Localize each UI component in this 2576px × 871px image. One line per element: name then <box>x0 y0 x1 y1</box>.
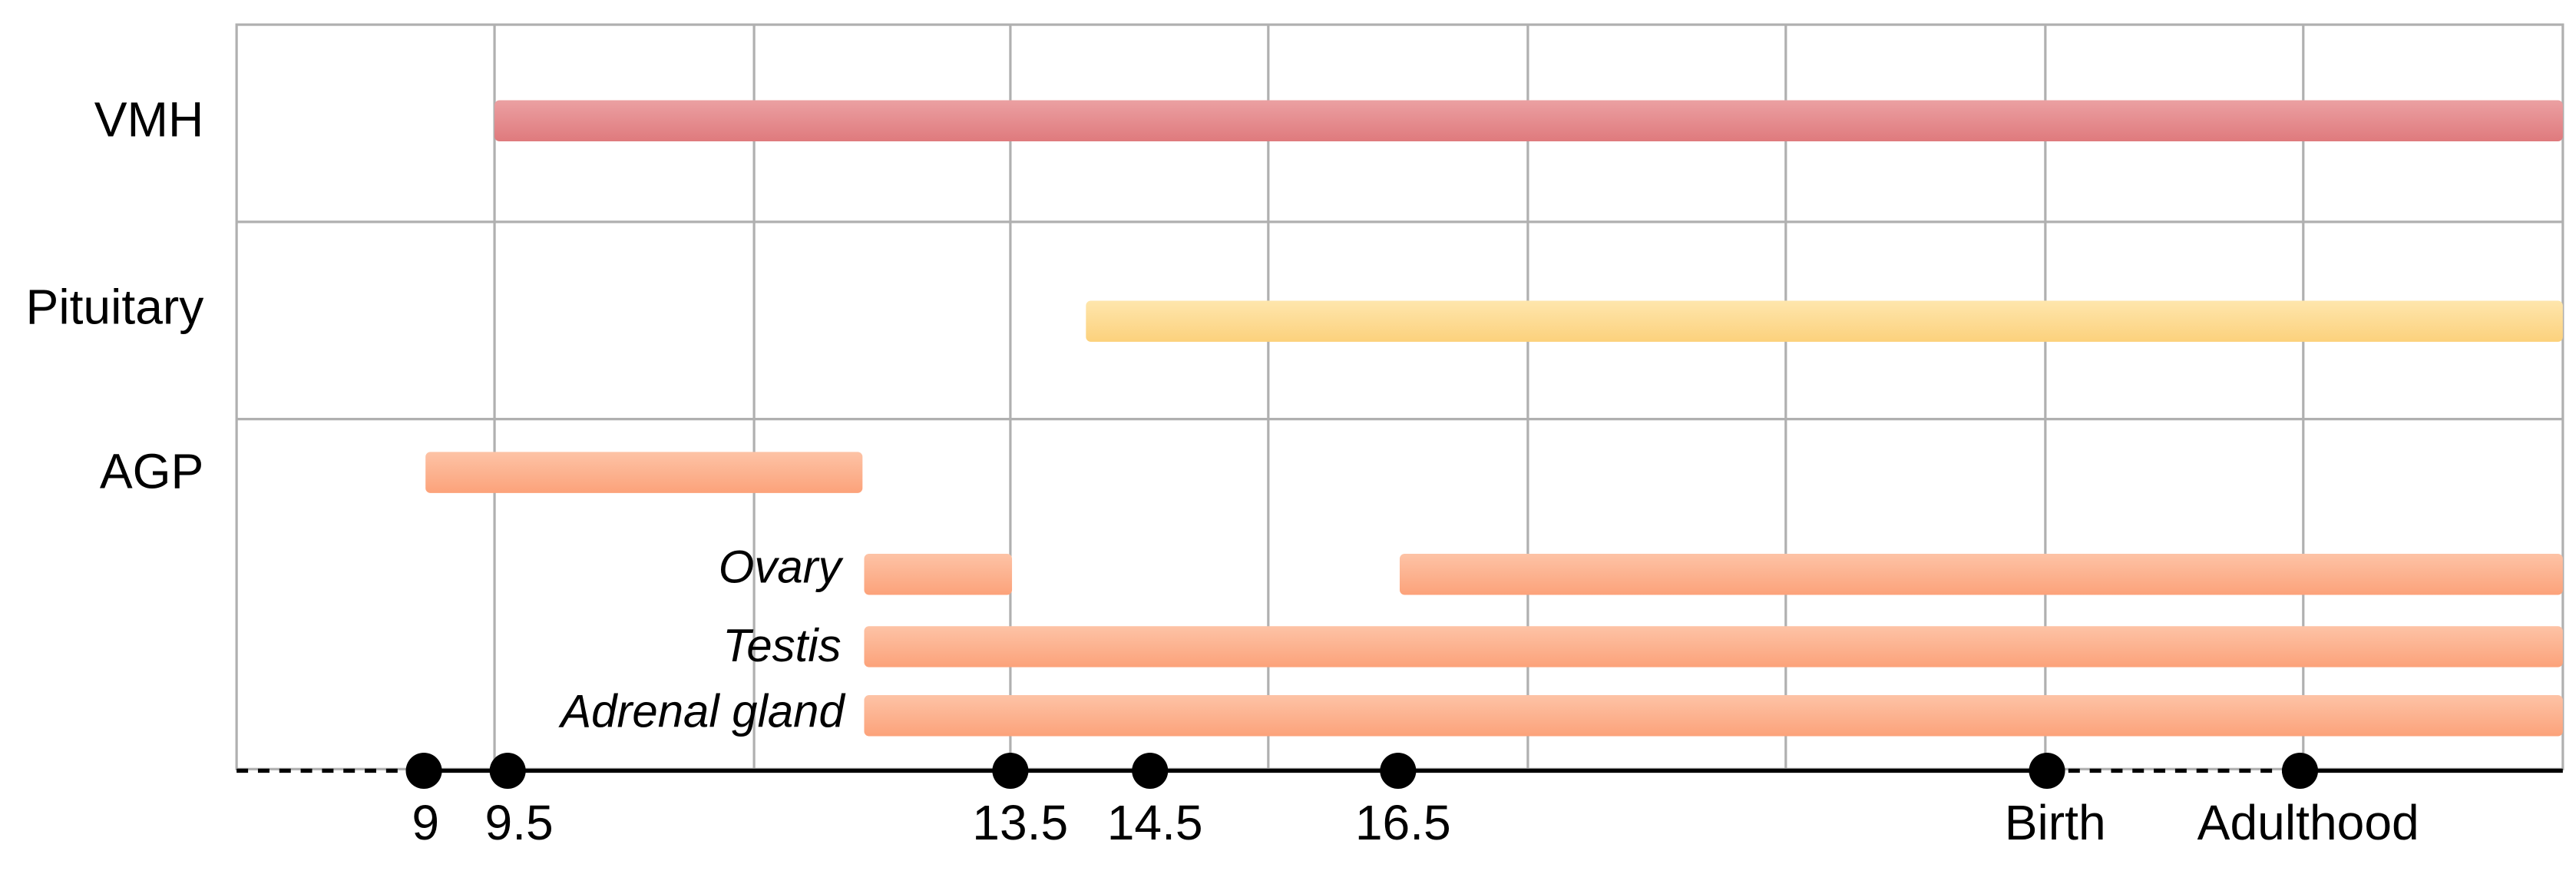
row-label: Pituitary <box>26 279 204 334</box>
ovary-bar <box>864 554 1013 595</box>
testis-bar <box>864 626 2563 667</box>
time-label: 9.5 <box>485 795 554 850</box>
bars <box>425 100 2563 737</box>
time-dot <box>405 752 442 790</box>
time-label: Adulthood <box>2197 795 2419 850</box>
time-dot <box>2029 752 2065 790</box>
time-label: 16.5 <box>1355 795 1451 850</box>
pituitary-bar <box>1086 300 2563 343</box>
time-label: 13.5 <box>972 795 1068 850</box>
adrenal-bar <box>864 695 2563 737</box>
vmh-bar <box>494 100 2563 142</box>
time-dot <box>2281 752 2319 790</box>
sub-label: Ovary <box>719 541 844 592</box>
sub-label: Adrenal gland <box>558 686 845 737</box>
row-label: AGP <box>100 443 204 498</box>
time-dot <box>489 752 526 790</box>
time-label: 9 <box>412 795 439 850</box>
row-labels: VMH Pituitary AGP Ovary Testis Adrenal g… <box>26 91 846 737</box>
ovary-bar <box>1399 554 2563 595</box>
time-dot <box>1132 752 1169 790</box>
agp-bar <box>425 452 863 493</box>
time-label: 14.5 <box>1107 795 1203 850</box>
time-points <box>405 752 2319 790</box>
row-label: VMH <box>94 91 204 147</box>
time-labels: 9 9.5 13.5 14.5 16.5 Birth Adulthood <box>412 795 2419 850</box>
time-dot <box>992 752 1029 790</box>
time-label: Birth <box>2005 795 2106 850</box>
time-dot <box>1380 752 1417 790</box>
sub-label: Testis <box>723 620 841 671</box>
